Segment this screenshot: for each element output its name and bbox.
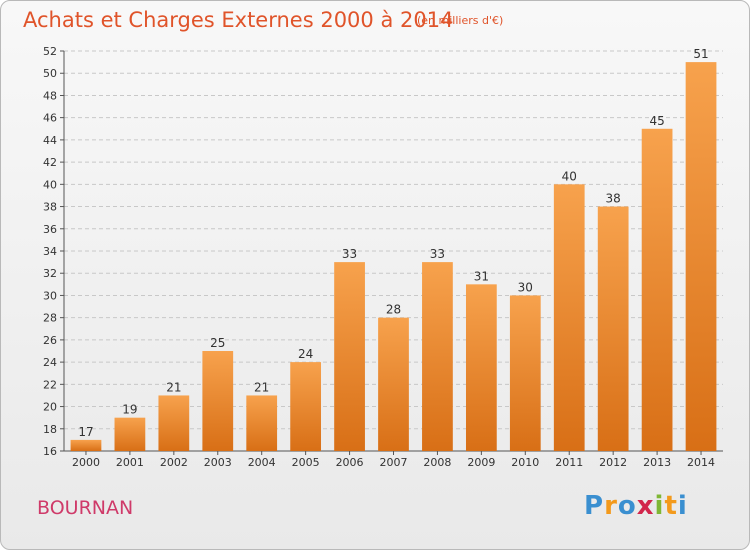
y-tick-label: 50 [43, 67, 57, 80]
data-label: 38 [606, 192, 621, 206]
x-tick-label: 2014 [687, 456, 715, 469]
data-label: 51 [693, 47, 708, 61]
bar [378, 317, 409, 451]
logo-letter: x [636, 491, 655, 521]
logo-letter: r [604, 491, 618, 521]
y-tick-label: 20 [43, 401, 57, 414]
y-tick-label: 30 [43, 289, 57, 302]
x-tick-label: 2005 [292, 456, 320, 469]
y-tick-label: 26 [43, 334, 57, 347]
data-label: 30 [518, 280, 533, 294]
x-tick-label: 2002 [160, 456, 188, 469]
y-tick-label: 24 [43, 356, 57, 369]
bar [553, 184, 585, 452]
x-tick-label: 2010 [511, 456, 539, 469]
bar [114, 417, 146, 451]
data-label: 33 [430, 247, 445, 261]
bar [641, 128, 673, 451]
location-name: BOURNAN [37, 497, 134, 519]
y-tick-label: 46 [43, 112, 57, 125]
bar [70, 439, 102, 451]
y-tick-label: 38 [43, 201, 57, 214]
y-tick-label: 40 [43, 178, 57, 191]
x-tick-label: 2000 [72, 456, 100, 469]
x-tick-label: 2009 [467, 456, 495, 469]
y-tick-label: 22 [43, 378, 57, 391]
bar [334, 262, 365, 451]
logo-letter: t [664, 491, 678, 521]
data-label: 40 [562, 169, 577, 183]
bar [465, 284, 497, 451]
data-label: 17 [78, 425, 93, 439]
x-tick-label: 2001 [116, 456, 144, 469]
bar [685, 62, 717, 451]
x-tick-label: 2007 [380, 456, 408, 469]
data-label: 19 [122, 403, 137, 417]
data-label: 31 [474, 269, 489, 283]
bar [158, 395, 190, 451]
x-tick-label: 2008 [423, 456, 451, 469]
data-label: 24 [298, 347, 313, 361]
chart-title: Achats et Charges Externes 2000 à 2014 [23, 8, 454, 32]
y-tick-label: 42 [43, 156, 57, 169]
data-label: 21 [254, 380, 269, 394]
logo-letter: o [617, 491, 637, 521]
bar [202, 351, 234, 451]
y-tick-label: 34 [43, 245, 57, 258]
bar [422, 262, 453, 451]
bar [509, 295, 541, 451]
logo-letter: i [654, 491, 665, 521]
y-tick-label: 36 [43, 223, 57, 236]
x-tick-label: 2011 [555, 456, 583, 469]
x-tick-label: 2012 [599, 456, 627, 469]
proxiti-logo: Proxiti [584, 491, 688, 521]
x-tick-label: 2013 [643, 456, 671, 469]
y-tick-label: 44 [43, 134, 57, 147]
data-label: 28 [386, 303, 401, 317]
x-tick-label: 2004 [248, 456, 276, 469]
x-tick-label: 2006 [336, 456, 364, 469]
bar [246, 395, 278, 451]
data-label: 21 [166, 380, 181, 394]
logo-letter: i [677, 491, 688, 521]
y-tick-label: 52 [43, 45, 57, 58]
y-tick-label: 32 [43, 267, 57, 280]
y-tick-label: 16 [43, 445, 57, 458]
y-tick-label: 28 [43, 312, 57, 325]
chart-subtitle: (en milliers d'€) [417, 14, 504, 27]
logo-letter: P [584, 491, 605, 521]
data-label: 33 [342, 247, 357, 261]
y-tick-label: 18 [43, 423, 57, 436]
x-tick-label: 2003 [204, 456, 232, 469]
data-label: 45 [649, 114, 664, 128]
data-label: 25 [210, 336, 225, 350]
y-tick-label: 48 [43, 89, 57, 102]
bar [290, 362, 322, 451]
bar [597, 206, 629, 451]
